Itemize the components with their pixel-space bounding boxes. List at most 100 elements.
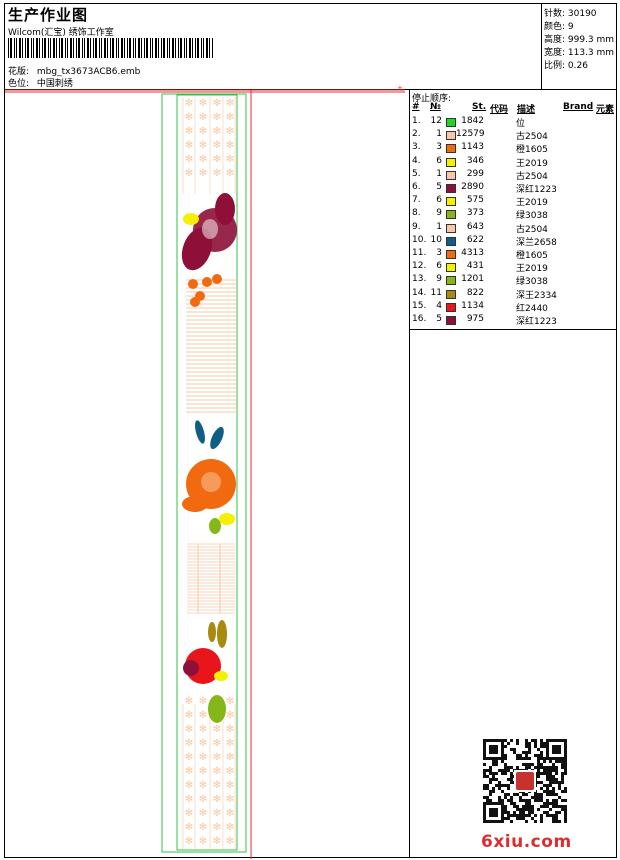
qr-module — [516, 742, 519, 745]
qr-module — [528, 814, 531, 817]
barcode-bar — [90, 38, 91, 58]
qr-module — [522, 763, 525, 766]
qr-module — [489, 769, 492, 772]
qr-module — [495, 772, 498, 775]
star-motif: ✻ — [213, 724, 221, 735]
qr-module — [555, 802, 558, 805]
qr-module — [552, 814, 555, 817]
row-desc: 深红1223 — [516, 185, 557, 195]
star-motif: ✻ — [199, 126, 207, 137]
qr-module — [531, 817, 534, 820]
barcode-bar — [152, 38, 153, 58]
star-motif: ✻ — [185, 780, 193, 791]
barcode-bar — [65, 38, 66, 58]
qr-module — [525, 763, 528, 766]
qr-module — [546, 814, 549, 817]
star-motif: ✻ — [199, 710, 207, 721]
star-motif: ✻ — [213, 738, 221, 749]
color-row: 1. 12 1842 位 — [410, 116, 616, 129]
qr-module — [519, 811, 522, 814]
row-num: 10. — [412, 234, 427, 245]
qr-module — [525, 793, 528, 796]
qr-module — [528, 763, 531, 766]
barcode-bar — [141, 38, 142, 58]
column-divider — [409, 330, 410, 858]
star-motif: ✻ — [226, 836, 234, 847]
row-stitches: 4313 — [461, 248, 484, 258]
qr-module — [498, 781, 501, 784]
barcode-bar — [31, 38, 32, 58]
qr-module — [504, 769, 507, 772]
row-no: 5 — [436, 314, 442, 324]
star-motif: ✻ — [185, 140, 193, 151]
barcode-bar — [110, 38, 111, 58]
barcode-bar — [197, 38, 199, 58]
qr-module — [483, 763, 486, 766]
row-num: 3. — [412, 142, 421, 153]
row-no: 1 — [436, 221, 442, 232]
row-no: 11 — [430, 287, 442, 298]
qr-module — [504, 793, 507, 796]
row-desc: 古2504 — [516, 224, 548, 235]
row-stitches: 299 — [466, 168, 484, 179]
star-motif: ✻ — [185, 794, 193, 805]
qr-module — [510, 739, 513, 742]
barcode-bar — [67, 38, 68, 58]
qr-module — [492, 778, 495, 781]
row-desc: 位 — [516, 119, 526, 129]
orange-bud — [212, 274, 222, 284]
row-desc: 橙1605 — [516, 145, 548, 156]
qr-module — [507, 742, 510, 745]
qr-module — [528, 805, 531, 808]
qr-module — [525, 814, 528, 817]
star-motif: ✻ — [226, 738, 234, 749]
col-num: # — [412, 102, 420, 112]
qr-module — [483, 787, 486, 790]
stat-colors: 颜色: 9 — [544, 22, 574, 32]
qr-module — [540, 817, 543, 820]
barcode-bar — [59, 38, 60, 58]
barcode-bar — [16, 38, 17, 58]
corner-mark: + — [397, 84, 403, 92]
embroidery-preview: + ✻ ✻ ✻ ✻ ✻ ✻ ✻ ✻ ✻ ✻ ✻ ✻ ✻ ✻ ✻ ✻ ✻ ✻ ✻ ✻ ✻ ✻ ✻ ✻ ✻ ✻ ✻ ✻ ✻ ✻ ✻ ✻ ✻ ✻ ✻ ✻ ✻ ✻… — [5, 84, 405, 859]
flower-petal — [181, 227, 213, 271]
star-motif: ✻ — [226, 752, 234, 763]
row-stitches: 373 — [466, 208, 484, 219]
hoop-outline — [161, 93, 247, 853]
star-motif: ✻ — [199, 168, 207, 179]
qr-module — [552, 766, 555, 769]
qr-module — [522, 814, 525, 817]
qr-module — [525, 751, 528, 754]
row-desc: 橙1605 — [516, 251, 548, 261]
qr-module — [528, 742, 531, 745]
qr-module — [534, 742, 537, 745]
qr-module — [516, 766, 519, 769]
yellow-leaf — [214, 671, 228, 681]
qr-module — [534, 766, 537, 769]
qr-module — [486, 775, 489, 778]
qr-module — [534, 745, 537, 748]
watermark: 6xiu.com — [481, 832, 572, 852]
qr-module — [504, 763, 507, 766]
qr-module — [540, 799, 543, 802]
qr-module — [552, 790, 555, 793]
qr-module — [519, 814, 522, 817]
stop-order-label: 停止顺序: — [412, 94, 452, 104]
qr-module — [561, 805, 564, 808]
qr-module — [561, 778, 564, 781]
qr-module — [564, 811, 567, 814]
qr-module — [546, 784, 549, 787]
qr-module — [549, 790, 552, 793]
star-motif: ✻ — [199, 112, 207, 123]
qr-module — [501, 799, 504, 802]
qr-module — [531, 796, 534, 799]
olive-leaf — [217, 620, 227, 648]
row-stitches: 575 — [466, 195, 484, 206]
row-desc: 绿3038 — [516, 211, 548, 222]
barcode-bar — [146, 38, 148, 58]
color-row: 2. 1 12579 古2504 — [410, 129, 616, 142]
barcode-bar — [22, 38, 23, 58]
qr-module — [540, 754, 543, 757]
star-motif: ✻ — [213, 766, 221, 777]
qr-module — [549, 808, 552, 811]
